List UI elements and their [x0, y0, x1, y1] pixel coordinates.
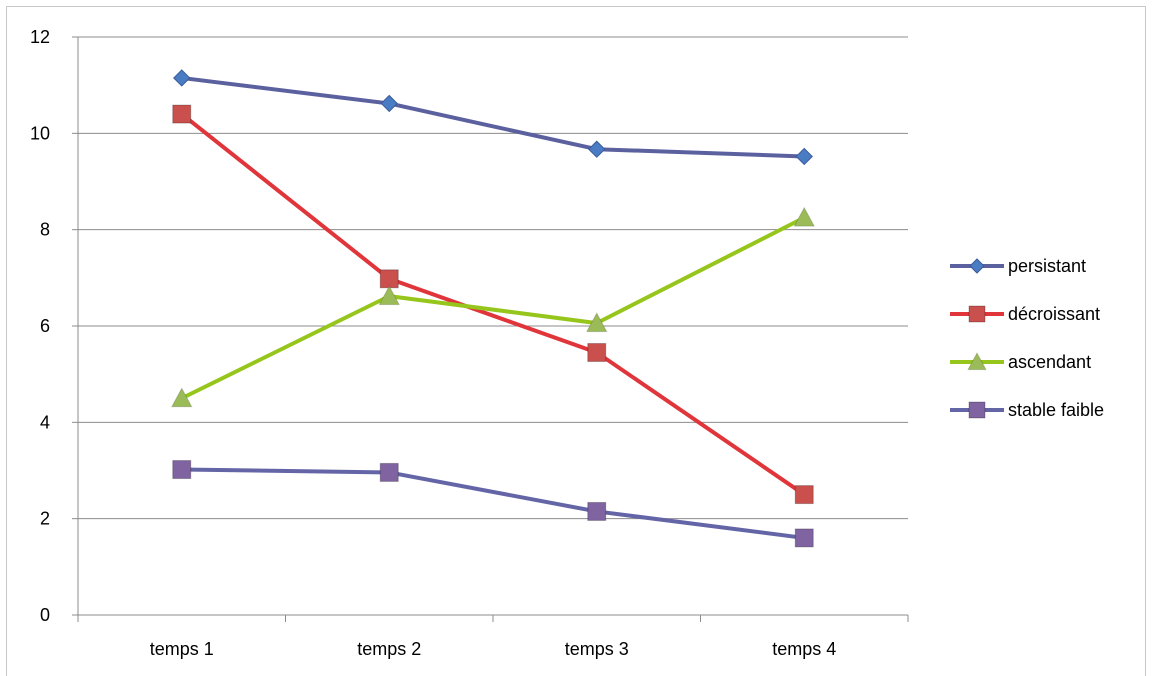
legend-item: persistant	[950, 256, 1086, 276]
series-3	[172, 460, 814, 548]
y-tick-label: 8	[40, 220, 50, 240]
data-point	[794, 528, 814, 548]
data-point	[172, 460, 192, 480]
data-point	[588, 140, 606, 158]
series-line	[179, 112, 807, 497]
series-2	[170, 206, 816, 408]
y-tick-label: 2	[40, 509, 50, 529]
x-tick-label: temps 1	[150, 639, 214, 659]
legend-item: décroissant	[950, 304, 1100, 324]
data-point	[793, 206, 816, 227]
data-point	[379, 462, 399, 482]
data-point	[585, 312, 608, 333]
y-tick-label: 4	[40, 412, 50, 432]
legend-item: stable faible	[950, 400, 1104, 420]
gridlines	[78, 36, 908, 520]
legend-marker	[967, 351, 987, 371]
x-tick-label: temps 2	[357, 639, 421, 659]
series-line	[179, 467, 807, 540]
legend-label: stable faible	[1008, 400, 1104, 420]
legend-marker	[969, 258, 985, 274]
x-tick-label: temps 4	[772, 639, 836, 659]
x-tick-label: temps 3	[565, 639, 629, 659]
legend-label: ascendant	[1008, 352, 1091, 372]
data-point	[173, 69, 191, 87]
series-group	[170, 69, 816, 548]
y-tick-label: 0	[40, 605, 50, 625]
legend-item: ascendant	[950, 351, 1091, 372]
series-1	[172, 104, 814, 505]
series-line	[179, 215, 807, 401]
data-point	[170, 387, 193, 408]
data-point	[587, 501, 607, 521]
y-tick-label: 12	[30, 27, 50, 47]
y-tick-label: 10	[30, 123, 50, 143]
x-axis-ticks: temps 1 temps 2 temps 3 temps 4	[77, 615, 909, 659]
data-point	[587, 342, 607, 362]
legend-label: décroissant	[1008, 304, 1100, 324]
data-point	[794, 485, 814, 505]
legend-marker	[968, 305, 986, 323]
y-tick-label: 6	[40, 316, 50, 336]
y-axis-ticks: 0 2 4 6 8 10 12	[30, 27, 78, 625]
data-point	[795, 147, 813, 166]
data-point	[378, 285, 401, 306]
legend-label: persistant	[1008, 256, 1086, 276]
legend: persistant décroissant ascendant stable fai…	[950, 256, 1104, 420]
data-point	[172, 104, 192, 124]
legend-marker	[968, 401, 986, 419]
series-0	[173, 69, 813, 166]
chart-frame	[6, 6, 1146, 676]
data-point	[380, 94, 398, 113]
series-line	[179, 75, 807, 159]
